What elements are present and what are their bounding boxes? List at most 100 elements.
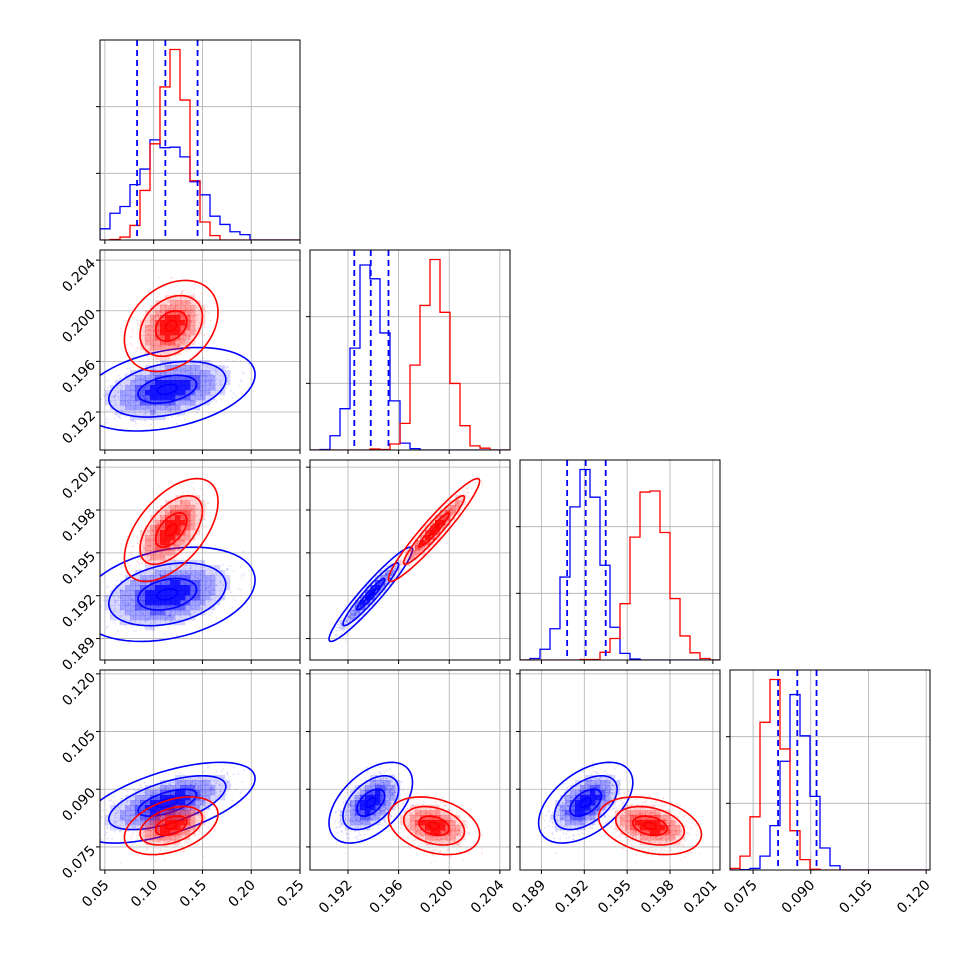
scatter-point (151, 528, 154, 531)
contour-1 (139, 294, 204, 358)
scatter-point (384, 576, 387, 579)
scatter-point (145, 618, 148, 621)
scatter-point (177, 544, 180, 547)
scatter-point (144, 578, 147, 581)
scatter-point (122, 402, 124, 405)
density-cell (155, 345, 161, 351)
scatter-point (394, 567, 396, 570)
density-cell (170, 305, 176, 311)
scatter-point (154, 315, 157, 318)
scatter-point (182, 341, 184, 344)
scatter-point (337, 623, 339, 626)
scatter-point (142, 537, 145, 540)
scatter-point (120, 392, 123, 394)
density-cell (210, 365, 216, 371)
scatter-point (347, 614, 350, 617)
scatter-point (127, 604, 129, 607)
density-cell (155, 330, 161, 336)
scatter-point (142, 578, 145, 581)
scatter-point (181, 367, 184, 370)
density-cell (105, 605, 111, 611)
scatter-point (185, 498, 188, 500)
scatter-point (203, 325, 206, 328)
scatter-point (146, 619, 149, 622)
scatter-point (152, 538, 155, 541)
scatter-point (388, 583, 391, 586)
scatter-point (352, 612, 355, 615)
scatter-point (180, 370, 183, 373)
scatter-point (213, 302, 216, 305)
density-cell (185, 495, 191, 501)
scatter-point (137, 584, 140, 587)
scatter-point (181, 304, 184, 306)
scatter-point (90, 391, 92, 393)
density-cell (215, 585, 221, 591)
scatter-point (187, 340, 189, 343)
scatter-point (418, 551, 420, 554)
scatter-point (134, 378, 136, 381)
density-cell (135, 405, 141, 411)
density-cell (190, 590, 196, 596)
contour-0 (107, 562, 227, 627)
scatter-point (192, 558, 194, 561)
scatter-point (169, 364, 172, 367)
scatter-point (420, 547, 423, 550)
scatter-point (221, 564, 224, 566)
y-tick-label: 0.196 (59, 357, 99, 397)
density-cell (120, 395, 126, 401)
density-cell (215, 380, 221, 386)
scatter-point (163, 559, 166, 562)
density-cell (190, 295, 196, 301)
scatter-point (146, 528, 149, 531)
scatter-point (169, 347, 171, 350)
density-cell (165, 610, 171, 616)
density-cell (190, 310, 196, 316)
scatter-point (348, 625, 351, 627)
density-cell (155, 580, 161, 586)
scatter-point (163, 555, 166, 558)
scatter-point (393, 567, 396, 570)
density-cell (350, 605, 356, 611)
density-cell (180, 615, 186, 621)
scatter-point (201, 381, 204, 383)
density-cell (175, 540, 181, 546)
density-cell (120, 380, 126, 386)
density-cell (150, 395, 156, 401)
density-cell (150, 570, 156, 576)
scatter-point (160, 308, 163, 311)
density-cell (170, 375, 176, 381)
scatter-point (144, 337, 146, 340)
scatter-point (207, 391, 210, 394)
density-cell (180, 605, 186, 611)
scatter-point (411, 556, 414, 559)
scatter-point (131, 626, 134, 628)
density-cell (215, 375, 221, 381)
scatter-point (345, 626, 348, 629)
density-cell (205, 575, 211, 581)
scatter-point (222, 583, 225, 586)
scatter-point (131, 419, 134, 422)
scatter-point (146, 552, 149, 555)
density-cell (175, 330, 181, 336)
scatter-point (349, 618, 352, 621)
scatter-point (187, 311, 190, 314)
scatter-point (180, 353, 183, 356)
scatter-point (141, 357, 144, 360)
density-cell (185, 295, 191, 301)
scatter-point (117, 391, 120, 393)
scatter-point (139, 573, 142, 576)
scatter-point (165, 353, 168, 356)
scatter-point (385, 580, 388, 582)
density-cell (150, 350, 156, 356)
density-cell (190, 585, 196, 591)
density-cell (185, 330, 191, 336)
scatter-point (391, 569, 394, 572)
density-cell (120, 615, 126, 621)
scatter-point (160, 550, 163, 553)
density-cell (385, 575, 391, 581)
density-cell (160, 350, 166, 356)
scatter-point (160, 304, 163, 306)
density-cell (165, 305, 171, 311)
scatter-point (237, 384, 240, 387)
scatter-point (143, 546, 146, 549)
